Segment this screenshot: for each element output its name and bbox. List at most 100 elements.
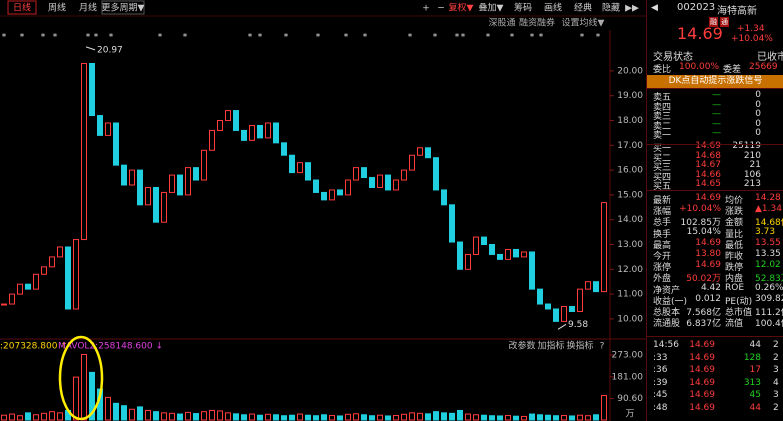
tool-button[interactable]: 隐藏 — [602, 2, 620, 14]
tool-button[interactable]: 经典 — [574, 2, 592, 14]
period-tab-label[interactable]: 月线 — [79, 2, 97, 14]
indicator-tool[interactable]: ? — [600, 342, 605, 352]
stat-label: 总股本 — [653, 308, 681, 318]
period-tab[interactable] — [7, 0, 37, 15]
indicator-tool[interactable]: 换指标 — [566, 340, 593, 352]
stat-value: 13.80 — [695, 249, 721, 259]
book-level: 卖五 — [653, 93, 672, 103]
sub-tool[interactable]: 融资融券 — [519, 17, 555, 29]
volume-bar — [489, 415, 495, 421]
book-price: — — [712, 109, 721, 120]
volume-bar — [441, 412, 447, 421]
book-level: 卖四 — [653, 102, 672, 113]
stat-label: 最低 — [725, 240, 744, 251]
period-tab-label[interactable]: 日线 — [13, 2, 31, 14]
stat-value: 0.26% — [755, 282, 783, 293]
candle — [337, 189, 343, 196]
event-marker: * — [486, 33, 491, 43]
indicator-tool[interactable]: 加指标 — [537, 340, 564, 352]
candle — [17, 283, 23, 295]
stat-value: 12.02 — [755, 260, 781, 271]
candle — [289, 154, 295, 174]
tool-button[interactable]: 筹码 — [514, 2, 532, 14]
candle — [73, 239, 79, 310]
event-marker: * — [530, 33, 535, 43]
period-tab[interactable] — [101, 0, 145, 15]
tick-volume: 313 — [743, 377, 761, 388]
candle — [153, 186, 159, 223]
candle — [433, 157, 439, 191]
volume-bar — [585, 415, 591, 421]
volume-bar — [113, 402, 119, 421]
tool-button[interactable]: 复权▼ — [449, 2, 474, 14]
candle — [465, 253, 471, 270]
stat-value: 111.2亿 — [755, 308, 783, 318]
event-marker: * — [158, 33, 163, 43]
candle — [233, 110, 239, 131]
y-tick-label: 19.00 — [617, 91, 643, 101]
volume-bar — [561, 414, 567, 421]
volume-bar — [353, 413, 359, 421]
event-marker: * — [455, 33, 460, 43]
book-price: 14.66 — [695, 169, 721, 180]
stock-tag: 通 — [720, 17, 729, 27]
candle — [81, 62, 87, 241]
stat-value: 6.837亿 — [686, 319, 721, 330]
volume-bar — [377, 414, 383, 421]
candle — [481, 236, 487, 246]
candle — [225, 110, 231, 122]
event-marker: * — [258, 33, 263, 43]
status-value: 已收市 — [757, 52, 783, 63]
candle — [345, 179, 351, 196]
tick-price: 14.69 — [689, 403, 715, 413]
back-button[interactable]: ◀ — [651, 3, 658, 13]
volume-bar — [137, 406, 143, 421]
volume-bar — [49, 411, 55, 421]
volume-bar — [569, 415, 575, 421]
tool-button[interactable]: + — [422, 4, 430, 14]
candle — [409, 154, 415, 171]
event-marker: * — [53, 33, 58, 43]
tick-volume: 45 — [749, 390, 761, 401]
y-tick-label: 15.00 — [617, 190, 643, 200]
volume-bar — [513, 415, 519, 421]
stock-name: 海特高新 — [717, 6, 757, 17]
candle — [545, 303, 551, 310]
book-price: — — [712, 128, 721, 139]
indicator-tool[interactable]: 改参数 — [508, 340, 535, 352]
stat-value: 14.69 — [695, 237, 721, 248]
period-tab-label[interactable]: 更多周期▼ — [102, 2, 145, 14]
volume-bar — [217, 410, 223, 421]
book-level: 卖三 — [653, 112, 672, 123]
tool-button[interactable]: − — [437, 4, 445, 14]
sub-tool[interactable]: 深股通 — [488, 18, 515, 29]
volume-bar — [89, 371, 95, 421]
candle — [97, 115, 103, 136]
candle — [457, 241, 463, 270]
tool-button[interactable]: 叠加▼ — [479, 3, 504, 14]
volume-bar — [81, 353, 87, 421]
tool-button[interactable]: 画线 — [544, 2, 562, 14]
tick-price: 14.69 — [689, 340, 715, 350]
stat-label: 金额 — [725, 218, 744, 229]
low-pointer — [557, 323, 567, 330]
candle — [65, 246, 71, 310]
volume-bar — [9, 413, 15, 421]
candle — [417, 147, 423, 156]
tool-button[interactable]: ▶▶ — [625, 4, 639, 14]
sub-tool[interactable]: 设置均线▼ — [562, 17, 605, 29]
volume-bar — [281, 415, 287, 421]
event-marker: * — [461, 33, 466, 43]
event-marker: * — [510, 33, 515, 43]
stock-code: 002023 — [677, 2, 716, 13]
volume-bar — [321, 414, 327, 421]
signal-banner[interactable]: DK点自动提示涨跌信号 — [647, 75, 783, 88]
volume-bar — [369, 415, 375, 421]
book-price: 14.67 — [695, 160, 721, 171]
volume-bar — [177, 413, 183, 421]
stat-value: 15.04% — [686, 226, 721, 237]
candle — [89, 62, 95, 117]
highlight-circle — [58, 335, 104, 421]
period-tab-label[interactable]: 周线 — [48, 2, 66, 14]
candle — [497, 253, 503, 260]
